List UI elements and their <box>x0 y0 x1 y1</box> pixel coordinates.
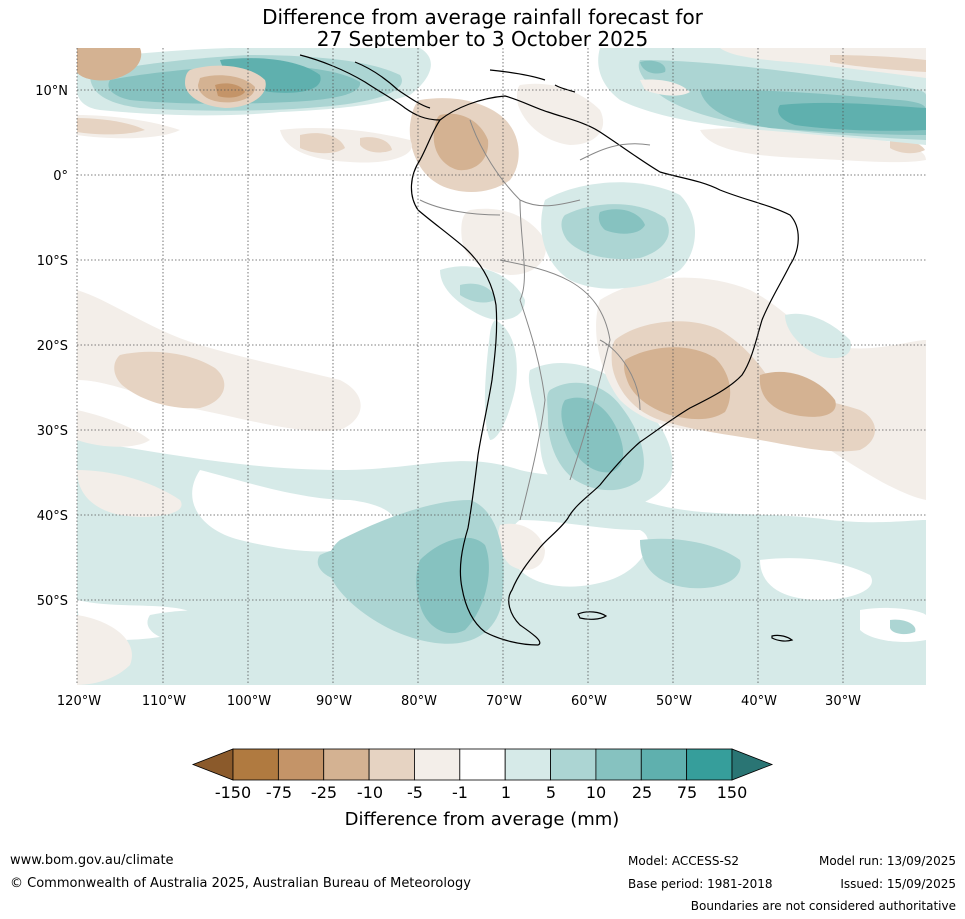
graticule <box>76 48 926 685</box>
colorbar-segment <box>640 748 688 781</box>
colorbar-tick: -25 <box>311 783 337 802</box>
lon-label: 70°W <box>486 694 522 709</box>
anomaly-field <box>77 48 926 685</box>
colorbar-tick: -5 <box>407 783 423 802</box>
boundaries-note: Boundaries are not considered authoritat… <box>690 899 956 913</box>
lat-label: 0° <box>53 169 68 184</box>
model-name: Model: ACCESS-S2 <box>628 854 740 868</box>
colorbar-segment <box>323 748 370 781</box>
colorbar-segment <box>459 748 506 781</box>
colorbar-segment <box>686 748 733 781</box>
colorbar-extend-max <box>731 748 774 781</box>
longitude-labels: 120°W 110°W 100°W 90°W 80°W 70°W 60°W 50… <box>57 694 861 709</box>
lon-label: 50°W <box>656 694 692 709</box>
colorbar-segment <box>550 748 597 781</box>
colorbar-extend-min <box>191 748 234 781</box>
colorbar-tick: 150 <box>717 783 748 802</box>
model-run-date: Model run: 13/09/2025 <box>818 854 956 868</box>
lon-label: 100°W <box>227 694 271 709</box>
colorbar-segment <box>277 748 325 781</box>
colorbar-tick: -1 <box>452 783 468 802</box>
lon-label: 60°W <box>571 694 607 709</box>
lon-label: 110°W <box>142 694 186 709</box>
lat-label: 30°S <box>37 424 68 439</box>
colorbar-segment <box>595 748 642 781</box>
latitude-labels: 10°N 0° 10°S 20°S 30°S 40°S 50°S <box>35 84 68 609</box>
colorbar-tick-labels: -150 -75 -25 -10 -5 -1 1 5 10 25 75 150 <box>215 783 747 802</box>
lat-label: 10°S <box>37 254 68 269</box>
colorbar-segment <box>504 748 551 781</box>
lon-label: 120°W <box>57 694 101 709</box>
colorbar-tick: 25 <box>632 783 652 802</box>
colorbar-segment <box>414 748 461 781</box>
lon-label: 30°W <box>825 694 861 709</box>
colorbar <box>191 748 774 781</box>
colorbar-tick: -10 <box>357 783 383 802</box>
lat-label: 20°S <box>37 339 68 354</box>
colorbar-segment <box>232 748 279 781</box>
lat-label: 10°N <box>35 84 68 99</box>
coastline <box>299 54 799 646</box>
website-link[interactable]: www.bom.gov.au/climate <box>10 853 174 868</box>
colorbar-tick: 10 <box>586 783 606 802</box>
colorbar-tick: 5 <box>546 783 556 802</box>
lat-label: 50°S <box>37 594 68 609</box>
lon-label: 40°W <box>741 694 777 709</box>
colorbar-tick: 75 <box>677 783 697 802</box>
colorbar-tick: 1 <box>501 783 511 802</box>
copyright-text: © Commonwealth of Australia 2025, Austra… <box>10 876 471 891</box>
lon-label: 90°W <box>316 694 352 709</box>
issued-date: Issued: 15/09/2025 <box>840 877 956 891</box>
lon-label: 80°W <box>401 694 437 709</box>
lat-label: 40°S <box>37 509 68 524</box>
map-title-line1: Difference from average rainfall forecas… <box>262 5 703 29</box>
colorbar-segment <box>368 748 415 781</box>
colorbar-tick: -150 <box>215 783 251 802</box>
colorbar-title: Difference from average (mm) <box>345 809 620 830</box>
colorbar-tick: -75 <box>266 783 292 802</box>
base-period: Base period: 1981-2018 <box>628 877 773 891</box>
map-title-line2: 27 September to 3 October 2025 <box>316 27 649 51</box>
